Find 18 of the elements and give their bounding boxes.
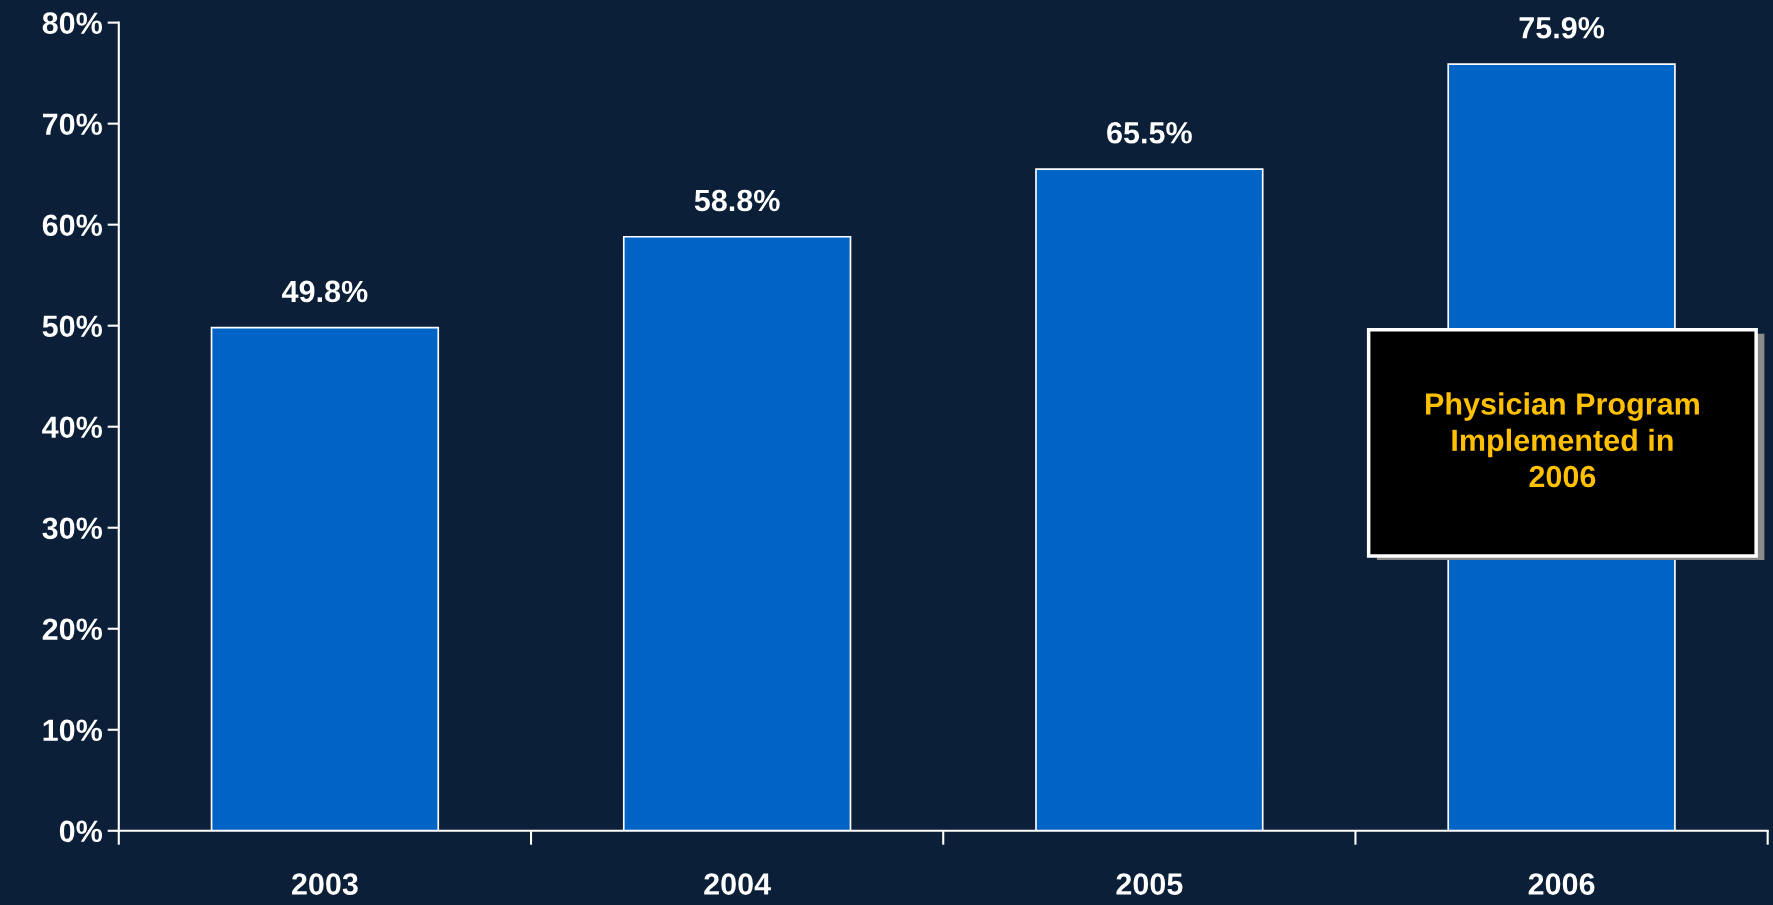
y-tick-label: 40% — [42, 416, 103, 439]
x-tick-label: 2003 — [291, 873, 358, 895]
y-tick-label: 50% — [42, 315, 103, 338]
x-tick-label: 2004 — [704, 873, 771, 895]
y-tick-label: 0% — [59, 820, 103, 843]
data-label: 65.5% — [1107, 121, 1192, 144]
data-label: 49.8% — [282, 280, 368, 303]
y-tick-label: 80% — [42, 12, 103, 34]
data-label: 58.8% — [694, 189, 780, 212]
y-tick-label: 70% — [42, 113, 103, 136]
x-tick-label: 2005 — [1116, 873, 1183, 895]
x-tick-label: 2006 — [1528, 873, 1595, 895]
y-tick-label: 10% — [43, 719, 103, 742]
y-tick-label: 60% — [42, 214, 103, 237]
y-tick-label: 20% — [42, 618, 103, 641]
data-label: 75.9% — [1519, 16, 1605, 39]
y-tick-label: 30% — [42, 517, 103, 540]
annotation: Physician Program Implemented in 2006 — [1426, 392, 1699, 488]
